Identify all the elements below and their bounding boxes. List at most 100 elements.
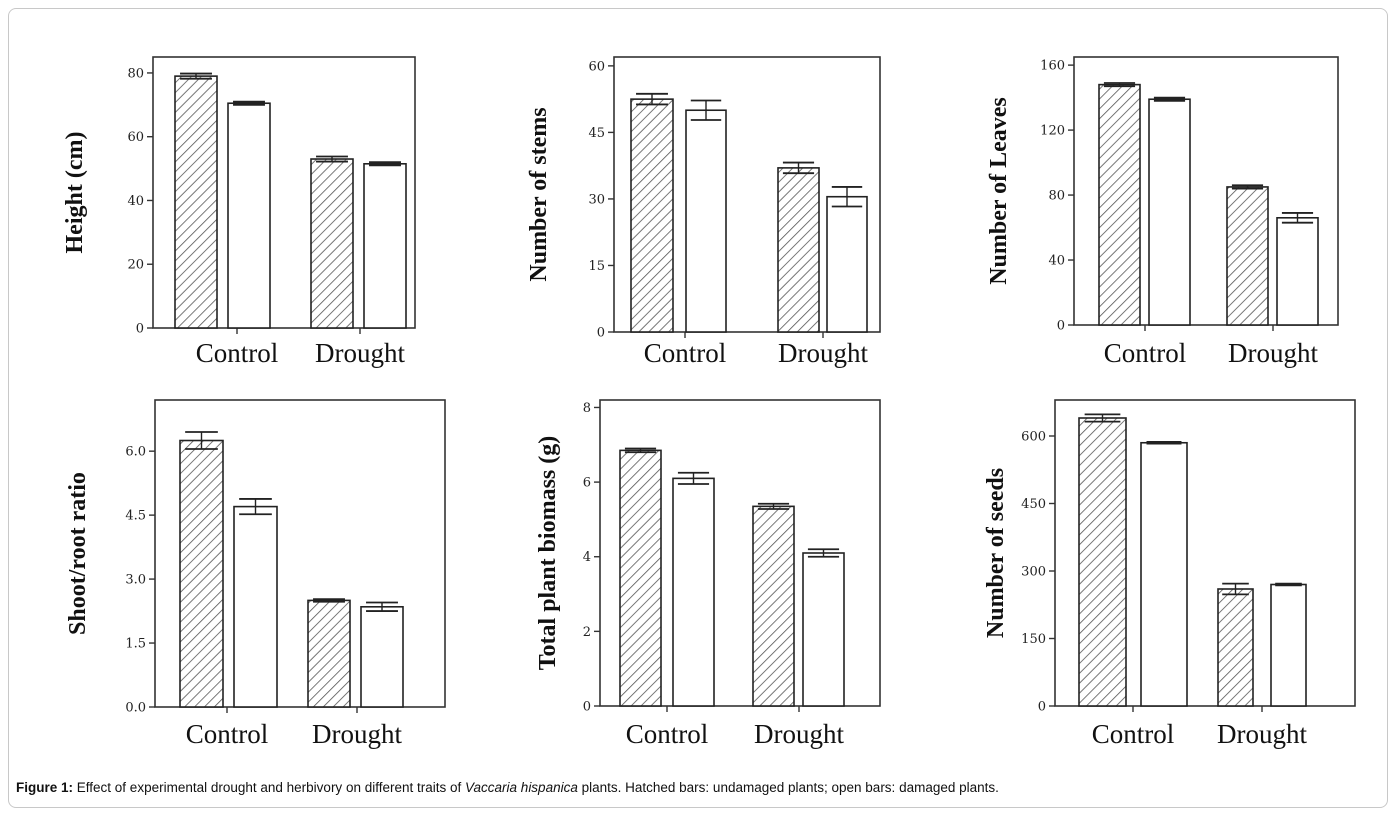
plot-frame — [613, 56, 881, 333]
bar-damaged-drought — [363, 163, 407, 329]
error-bar — [1231, 184, 1264, 190]
bar-damaged-drought — [1276, 217, 1319, 326]
y-tick-label: 0 — [136, 322, 144, 337]
bar-undamaged-control — [174, 75, 218, 329]
error-bar — [1146, 440, 1182, 445]
y-tick-label: 8 — [583, 401, 591, 416]
bar-undamaged-drought — [752, 505, 795, 707]
bar-undamaged-drought — [307, 599, 351, 708]
bar-undamaged-drought — [1217, 588, 1254, 707]
plot-frame — [1054, 399, 1356, 707]
bar-damaged-control — [227, 102, 271, 329]
category-label-drought: Drought — [1217, 719, 1307, 749]
error-bar — [1084, 413, 1121, 423]
error-bar — [239, 498, 272, 516]
chart-panel-5: 0 2 4 6 8 Control Drought Total plant biomass (… — [535, 399, 881, 749]
y-tick-label: 0 — [583, 700, 591, 715]
bar-undamaged-drought — [310, 158, 354, 329]
caption-species: Vaccaria hispanica — [465, 780, 578, 795]
caption-text-before: Effect of experimental drought and herbi… — [76, 780, 462, 795]
category-label-control: Control — [196, 338, 279, 368]
error-bar — [1281, 212, 1314, 224]
y-tick-label: 80 — [127, 66, 144, 81]
bar-damaged-control — [1140, 441, 1188, 707]
category-label-drought: Drought — [315, 338, 405, 368]
y-tick-label: 6.0 — [125, 445, 146, 460]
error-bar — [185, 431, 218, 450]
error-bar — [831, 186, 863, 208]
category-label-control: Control — [626, 719, 709, 749]
category-label-drought: Drought — [778, 338, 868, 368]
y-tick-label: 30 — [588, 192, 605, 207]
bar-undamaged-control — [1078, 417, 1127, 707]
error-bar — [1275, 582, 1302, 587]
error-bar — [636, 92, 668, 106]
y-tick-label: 0 — [597, 326, 605, 341]
bar-damaged-drought — [1270, 583, 1307, 707]
y-tick-label: 1.5 — [125, 637, 146, 652]
error-bar — [677, 471, 710, 485]
y-tick-label: 80 — [1048, 189, 1065, 204]
error-bar — [807, 548, 840, 558]
category-label-drought: Drought — [1228, 338, 1318, 368]
plot-frame — [154, 399, 446, 708]
error-bar — [313, 598, 345, 603]
error-bar — [180, 72, 212, 80]
bar-damaged-control — [672, 477, 715, 707]
error-bar — [366, 601, 398, 612]
y-tick-label: 150 — [1021, 632, 1046, 647]
category-label-control: Control — [1104, 338, 1187, 368]
y-tick-label: 15 — [588, 259, 605, 274]
y-axis-title: Number of stems — [526, 107, 552, 281]
y-tick-label: 40 — [1048, 254, 1065, 269]
y-axis-title: Total plant biomass (g) — [535, 436, 561, 671]
error-bar — [782, 161, 815, 175]
error-bar — [369, 161, 401, 167]
y-tick-label: 6 — [583, 476, 591, 491]
chart-panel-4: 0.0 1.5 3.0 4.5 6.0 Control Drought Shoot/root … — [65, 399, 446, 749]
category-label-drought: Drought — [754, 719, 844, 749]
y-tick-label: 600 — [1021, 430, 1046, 445]
error-bar — [757, 502, 790, 510]
plot-frame — [1073, 56, 1339, 326]
bar-undamaged-control — [1098, 83, 1141, 326]
bar-undamaged-control — [630, 98, 674, 333]
error-bar — [1103, 82, 1136, 88]
y-tick-label: 60 — [588, 59, 605, 74]
y-tick-label: 60 — [127, 130, 144, 145]
y-tick-label: 0 — [1038, 700, 1046, 715]
plot-frame — [599, 399, 881, 707]
caption-text-after: plants. Hatched bars: undamaged plants; … — [581, 780, 999, 795]
bar-damaged-control — [233, 505, 278, 708]
chart-panel-3: 0 40 80 120 160 Control Drought Number of Leave… — [986, 56, 1339, 368]
y-tick-label: 2 — [583, 625, 591, 640]
category-label-control: Control — [1092, 719, 1175, 749]
bar-damaged-drought — [802, 552, 845, 707]
y-axis-title: Shoot/root ratio — [65, 472, 91, 635]
y-tick-label: 0 — [1057, 319, 1065, 334]
y-tick-label: 0.0 — [125, 701, 146, 716]
y-axis-title: Number of seeds — [983, 468, 1009, 638]
chart-panel-2: 0 15 30 45 60 Control Drought Number of stems — [526, 56, 881, 368]
y-tick-label: 120 — [1040, 124, 1065, 139]
y-axis-title: Height (cm) — [62, 132, 88, 254]
caption-label: Figure 1: — [16, 780, 74, 795]
bar-undamaged-drought — [1226, 186, 1269, 326]
bar-undamaged-control — [619, 449, 662, 707]
chart-panel-1: 0 20 40 60 80 Control Drought Height (cm) — [62, 56, 416, 368]
bar-damaged-drought — [826, 195, 868, 333]
error-bar — [690, 99, 722, 121]
y-tick-label: 40 — [127, 194, 144, 209]
y-tick-label: 450 — [1021, 497, 1046, 512]
bar-damaged-control — [685, 109, 727, 333]
plot-frame — [152, 56, 416, 329]
category-label-control: Control — [644, 338, 727, 368]
error-bar — [624, 447, 657, 454]
category-label-control: Control — [186, 719, 269, 749]
y-tick-label: 3.0 — [125, 573, 146, 588]
error-bar — [316, 155, 348, 163]
y-tick-label: 4.5 — [125, 509, 146, 524]
error-bar — [1153, 96, 1186, 102]
y-axis-title: Number of Leaves — [986, 97, 1012, 285]
